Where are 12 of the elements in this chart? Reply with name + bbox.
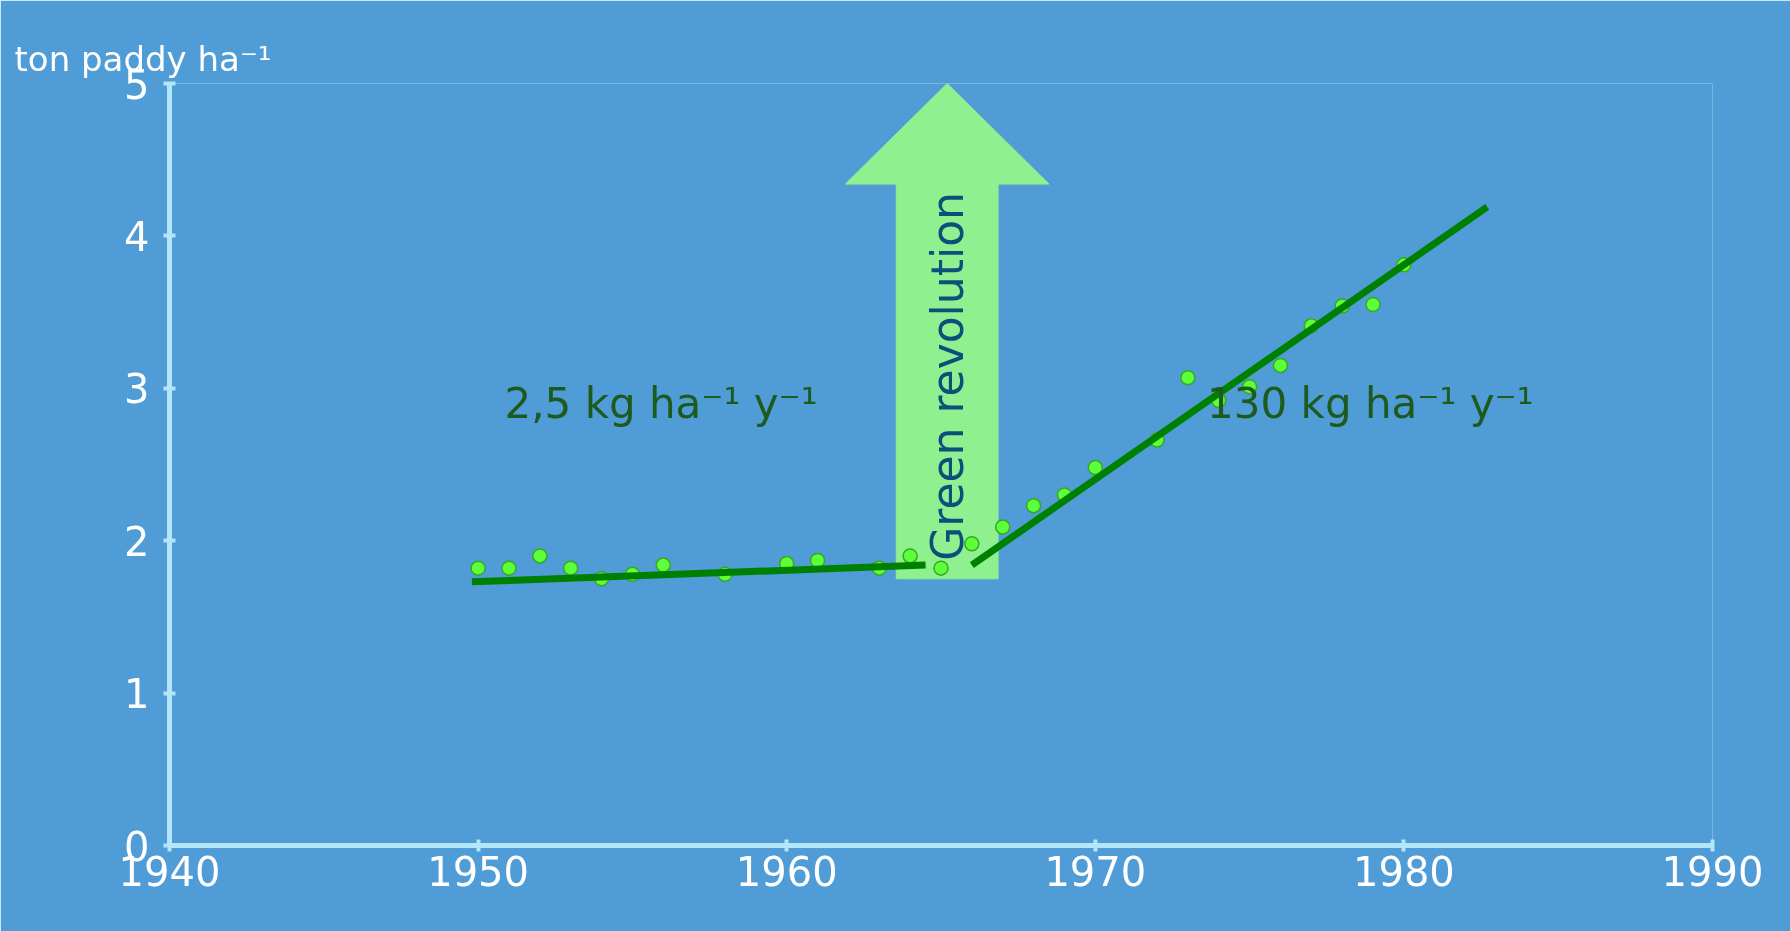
x-tick-label: 1970 [1044,848,1147,895]
x-tick-label: 1980 [1353,848,1455,895]
x-tick-label: 1990 [1661,848,1764,895]
x-tick-label: 1950 [427,848,529,895]
annotation: 2,5 kg ha⁻¹ y⁻¹ [504,379,818,429]
y-tick-label: 3 [124,366,150,413]
y-tick-label: 2 [124,518,150,565]
annotation: 130 kg ha⁻¹ y⁻¹ [1207,379,1534,429]
y-tick-label: 1 [124,671,150,718]
y-tick-label: 4 [124,213,150,260]
annotation: Green revolution [921,192,973,561]
x-tick-label: 1960 [735,848,838,895]
